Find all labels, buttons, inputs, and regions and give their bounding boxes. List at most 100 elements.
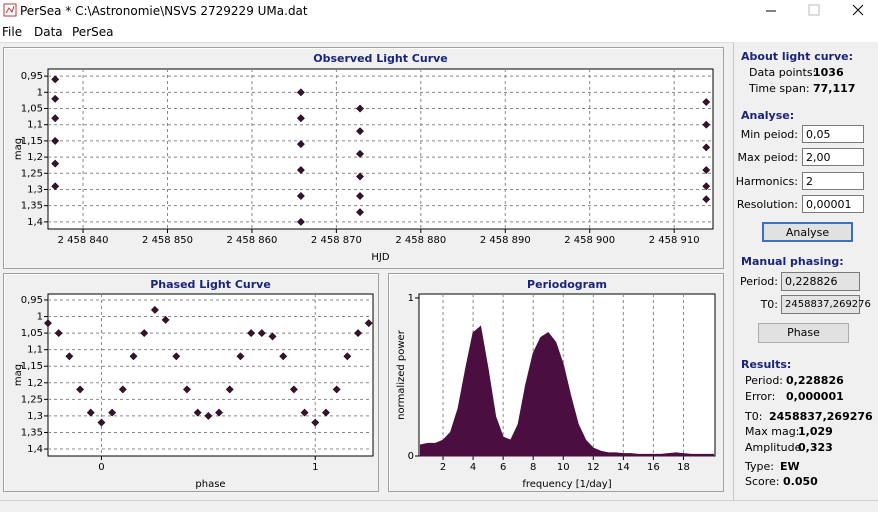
chart-title: Phased Light Curve <box>150 278 271 291</box>
x-axis-label: phase <box>195 479 225 490</box>
status-bar <box>0 500 878 512</box>
window-controls[interactable] <box>760 0 878 22</box>
value: 2458837,269276 <box>769 410 873 423</box>
y-axis-label: normalized power <box>396 329 407 420</box>
data-point <box>161 315 170 324</box>
data-point <box>296 140 305 149</box>
chart: Periodogram 2 4 6 8 10 12 14 16 18 0 1 frequency [1/… <box>396 278 716 490</box>
value: 0,000001 <box>786 390 844 403</box>
data-point <box>356 172 364 181</box>
analyse-button[interactable]: Analyse <box>762 222 853 242</box>
data-point <box>150 305 159 314</box>
chart: Observed Light Curve 2 458 840 2 458 850 2 … <box>13 52 714 263</box>
data-point <box>702 143 711 152</box>
value: 0.050 <box>783 475 818 488</box>
y-axis-label: mag <box>13 138 24 160</box>
y-tick-label: 1,25 <box>21 394 43 405</box>
text-input[interactable]: 2 <box>802 172 864 190</box>
y-tick-label: 1,15 <box>21 136 43 147</box>
data-point <box>311 418 320 427</box>
value: 0,323 <box>798 441 833 454</box>
window-title: PerSea * C:\Astronomie\NSVS 2729229 UMa.… <box>20 4 308 18</box>
y-tick-label: 1,05 <box>21 104 43 115</box>
data-point <box>193 408 202 417</box>
data-point <box>300 408 309 417</box>
x-tick-label: 2 458 840 <box>58 235 109 246</box>
section-heading: Analyse: <box>741 109 795 122</box>
y-tick-label: 1,2 <box>27 378 43 389</box>
data-point <box>702 195 711 204</box>
y-tick-label: 1,4 <box>27 444 43 455</box>
data-point <box>296 192 305 200</box>
label: Max mag: <box>745 425 800 438</box>
x-tick-label: 16 <box>647 462 660 473</box>
app-icon <box>3 3 17 17</box>
data-point <box>172 352 181 361</box>
y-tick-label: 1 <box>408 293 414 304</box>
y-tick-label: 1,4 <box>27 217 43 228</box>
data-point <box>296 166 305 174</box>
label: Harmonics: <box>735 175 798 188</box>
sidebar: About light curve: Data points: 1036 Tim… <box>733 42 878 500</box>
x-tick-label: 2 458 880 <box>395 235 446 246</box>
x-tick-label: 0 <box>98 462 104 473</box>
data-point <box>296 114 305 123</box>
label: Min peiod: <box>740 128 798 141</box>
data-point <box>118 385 127 394</box>
label: Time span: <box>749 82 810 95</box>
x-tick-label: 2 458 860 <box>226 235 277 246</box>
label: T0: <box>760 298 778 311</box>
label: Resolution: <box>736 198 798 211</box>
menu-item[interactable]: PerSea <box>72 25 114 39</box>
y-tick-label: 1 <box>37 312 43 323</box>
y-tick-label: 1,3 <box>27 411 43 422</box>
data-point <box>51 94 60 103</box>
text-input[interactable]: 0,05 <box>802 125 864 143</box>
x-axis-label: frequency [1/day] <box>522 479 611 490</box>
menu-item[interactable]: Data <box>34 25 63 39</box>
data-point <box>356 127 364 136</box>
y-tick-label: 1,15 <box>21 361 43 372</box>
label: Data points: <box>749 66 817 79</box>
section-heading: Results: <box>741 358 792 371</box>
title-bar: PerSea * C:\Astronomie\NSVS 2729229 UMa.… <box>0 0 878 22</box>
y-tick-label: 1,2 <box>27 152 43 163</box>
chart-panel: Observed Light Curve 2 458 840 2 458 850 2 … <box>3 47 724 269</box>
data-point <box>356 104 364 113</box>
y-tick-label: 0,95 <box>21 295 43 306</box>
data-point <box>289 385 298 394</box>
chart-title: Periodogram <box>527 278 607 291</box>
label: T0: <box>745 410 763 423</box>
data-point <box>356 192 364 200</box>
data-point <box>51 75 60 84</box>
data-point <box>702 182 711 191</box>
chart: Phased Light Curve 0 1 0,95 1 1,05 1,1 1,15 1,2 1… <box>13 278 374 490</box>
x-tick-label: 1 <box>312 462 318 473</box>
x-tick-label: 2 458 890 <box>480 235 531 246</box>
label: Max peiod: <box>737 151 798 164</box>
phase-button[interactable]: Phase <box>758 323 849 343</box>
x-tick-label: 14 <box>617 462 630 473</box>
text-input[interactable]: 0,00001 <box>802 195 864 213</box>
value: 77,117 <box>813 82 856 95</box>
data-point <box>97 418 106 427</box>
readonly-input: 0,228826 <box>781 272 860 291</box>
x-tick-label: 4 <box>470 462 476 473</box>
data-point <box>332 385 341 394</box>
data-point <box>44 319 52 328</box>
y-tick-label: 1,1 <box>27 120 43 131</box>
data-point <box>296 88 305 97</box>
data-point <box>204 411 213 420</box>
data-point <box>76 385 84 394</box>
x-tick-label: 6 <box>500 462 506 473</box>
data-point <box>215 408 223 417</box>
data-point <box>183 385 191 394</box>
chart-panel: Phased Light Curve 0 1 0,95 1 1,05 1,1 1,15 1,2 1… <box>3 273 379 492</box>
text-input[interactable]: 2,00 <box>802 148 864 166</box>
y-tick-label: 1,35 <box>21 201 43 212</box>
plot-area <box>47 293 374 457</box>
value: 1,029 <box>798 425 833 438</box>
data-point <box>51 114 60 123</box>
section-heading: Manual phasing: <box>741 255 844 268</box>
menu-item[interactable]: File <box>2 25 23 39</box>
